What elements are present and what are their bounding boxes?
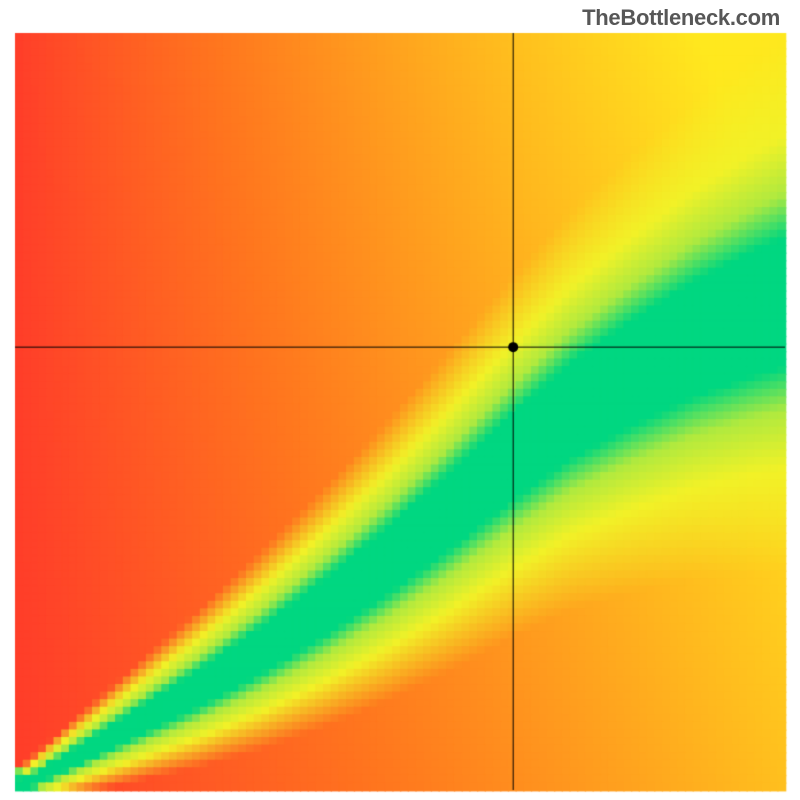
watermark-text: TheBottleneck.com	[582, 5, 780, 31]
bottleneck-heatmap	[0, 0, 800, 800]
